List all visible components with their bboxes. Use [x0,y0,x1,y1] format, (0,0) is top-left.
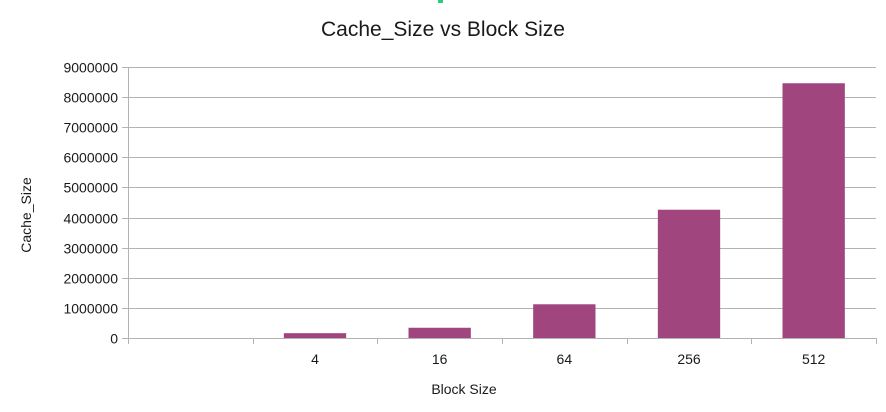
top-accent-mark [438,0,443,3]
chart-title: Cache_Size vs Block Size [321,18,565,41]
bar [283,333,347,338]
x-tick-label: 256 [677,351,701,367]
y-tick-label: 8000000 [63,90,118,106]
y-tick-label: 7000000 [63,120,118,136]
x-tick-label: 512 [802,351,826,367]
y-tick-label: 0 [110,331,118,347]
bar [657,209,721,338]
y-tick-label: 5000000 [63,180,118,196]
bar [408,327,471,338]
y-tick-label: 2000000 [63,271,118,287]
y-tick-label: 3000000 [63,241,118,257]
x-axis-label: Block Size [431,381,497,397]
x-tick-label: 16 [432,351,448,367]
y-tick-label: 1000000 [63,301,118,317]
x-tick-label: 64 [557,351,573,367]
x-tick-label: 4 [311,351,319,367]
y-tick-label: 6000000 [63,150,118,166]
y-tick-label: 9000000 [63,60,118,76]
bar [533,304,596,338]
bar [782,83,845,338]
y-tick-label: 4000000 [63,211,118,227]
